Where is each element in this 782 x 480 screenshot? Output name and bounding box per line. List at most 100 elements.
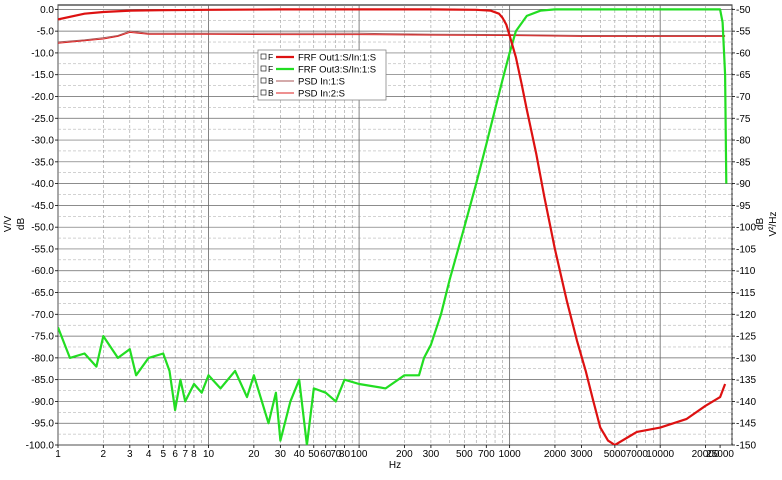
y-right-tick-label: -125 [736,332,756,343]
x-tick-label: 30 [275,449,287,460]
y-left-tick-label: -5.0 [37,27,55,38]
legend: F FRF Out1:S/In:1:S F FRF Out3:S/In:1:S B PSD… [257,49,387,101]
x-tick-label: 60 [320,449,332,460]
x-tick-label: 300 [423,449,440,460]
x-tick-label: 7 [182,449,188,460]
x-tick-label: 20 [248,449,260,460]
legend-box [257,49,387,101]
y-right-tick-label: -110 [736,266,756,277]
x-tick-label: 40 [294,449,306,460]
y-left-tick-label: -45.0 [31,201,54,212]
series-layer [58,8,728,445]
x-tick-label: 8 [191,449,197,460]
y-axis-right-db-label: dB [755,218,766,231]
x-tick-label: 3 [127,449,133,460]
y-left-tick-label: 0.0 [40,5,54,16]
legend-flag: F [268,52,273,62]
x-tick-label: 80 [339,449,351,460]
y-left-tick-label: -70.0 [31,310,54,321]
y-right-tick-label: -115 [736,288,756,299]
axes-layer: 0.0 -5.0 -10.0 -15.0 -20.0 -25.0 -30.0 -35.0 -40… [26,5,757,460]
grid-layer [57,5,733,446]
y-right-tick-label: -55 [736,27,751,38]
legend-checkbox [260,89,267,96]
legend-checkbox [260,65,267,72]
y-left-tick-label: -50.0 [31,223,54,234]
x-tick-label: 5 [160,449,166,460]
y-right-tick-label: -60 [736,48,751,59]
y-right-tick-label: -80 [736,136,751,147]
y-left-tick-label: -55.0 [31,244,54,255]
y-left-tick-label: -40.0 [31,179,54,190]
x-tick-label: 6 [172,449,178,460]
y-left-tick-label: -20.0 [31,92,54,103]
y-left-tick-label: -80.0 [31,353,54,364]
y-left-tick-label: -75.0 [31,332,54,343]
y-axis-left-db-label: dB [16,218,27,231]
x-tick-label: 500 [456,449,473,460]
x-axis-label: Hz [389,460,401,471]
x-tick-label: 2000 [544,449,567,460]
series-line-frf-out1-s-in-1-s [58,8,727,445]
x-tick-label: 1 [55,449,61,460]
legend-label: PSD In:1:S [298,77,345,88]
y-right-tick-label: -130 [736,353,756,364]
x-tick-label: 50 [308,449,320,460]
legend-label: PSD In:2:S [298,89,345,100]
x-tick-label: 20000 [692,449,720,460]
y-left-tick-label: -95.0 [31,419,54,430]
y-left-tick-label: -65.0 [31,288,54,299]
y-left-tick-label: -85.0 [31,375,54,386]
legend-flag: B [268,76,274,86]
y-right-tick-label: -70 [736,92,751,103]
legend-label: FRF Out3:S/In:1:S [298,65,376,76]
y-right-tick-label: -50 [736,5,751,16]
x-tick-label: 7000 [626,449,649,460]
y-axis-left-units-label: V/V [3,216,14,232]
x-tick-label: 25000 [706,449,734,460]
y-right-tick-label: -90 [736,179,751,190]
x-tick-label: 700 [478,449,495,460]
y-left-tick-label: -25.0 [31,114,54,125]
x-tick-label: 3000 [570,449,593,460]
legend-flag: F [268,64,273,74]
legend-flag: B [268,88,274,98]
x-tick-label: 4 [146,449,152,460]
legend-checkbox [260,77,267,84]
y-right-tick-label: -65 [736,70,751,81]
y-right-tick-label: -140 [736,397,756,408]
x-tick-label: 100 [351,449,368,460]
series-line-psd-in-2-s [58,31,726,44]
y-right-tick-label: -100 [736,223,756,234]
y-axis-right-units-label: V²/Hz [768,212,779,237]
y-right-tick-label: -150 [736,441,756,452]
y-right-tick-label: -135 [736,375,756,386]
legend-label: FRF Out1:S/In:1:S [298,53,376,64]
y-right-tick-label: -105 [736,244,756,255]
y-left-tick-label: -30.0 [31,136,54,147]
legend-checkbox [260,53,267,60]
y-left-tick-label: -10.0 [31,48,54,59]
y-left-tick-label: -60.0 [31,266,54,277]
x-tick-label: 1000 [499,449,522,460]
x-tick-label: 200 [396,449,413,460]
y-right-tick-label: -95 [736,201,751,212]
y-left-tick-label: -15.0 [31,70,54,81]
y-right-tick-label: -145 [736,419,756,430]
y-left-tick-label: -35.0 [31,157,54,168]
series-line-psd-in-1-s [58,30,726,43]
series-line-frf-out3-s-in-1-s [58,8,728,445]
x-tick-label: 5000 [604,449,627,460]
y-left-tick-label: -100.0 [26,441,55,452]
x-tick-label: 70 [330,449,342,460]
y-left-tick-label: -90.0 [31,397,54,408]
x-tick-label: 10000 [646,449,674,460]
y-right-tick-label: -85 [736,157,751,168]
plot-background [57,4,733,446]
x-tick-label: 10 [203,449,215,460]
y-right-tick-label: -120 [736,310,756,321]
x-tick-label: 2 [101,449,107,460]
y-right-tick-label: -75 [736,114,751,125]
